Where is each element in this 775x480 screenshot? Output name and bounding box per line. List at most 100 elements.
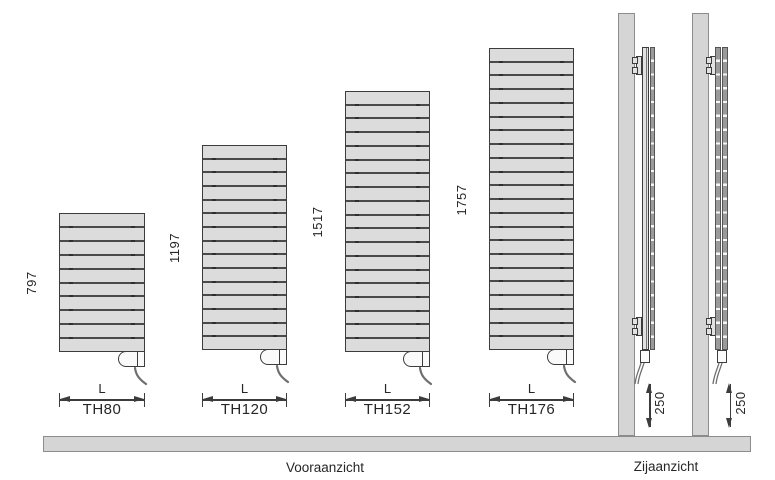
radiator-slat [346, 199, 429, 214]
radiator-slat [346, 268, 429, 283]
radiator-front-th152: 1517 [310, 91, 433, 386]
power-cable [133, 366, 148, 386]
dimension-line [490, 396, 573, 402]
radiator-front-th120: 1197 [167, 145, 290, 384]
radiator-slat [203, 335, 286, 350]
radiator-slats [490, 49, 573, 350]
radiator-slat [490, 253, 573, 267]
radiator-slat [346, 144, 429, 159]
radiator-slat [60, 309, 144, 324]
radiator-slat [490, 184, 573, 199]
radiator-slat [346, 241, 429, 255]
radiator-slat [203, 280, 286, 295]
height-dimension-label: 1757 [454, 184, 469, 216]
radiator-slat [203, 253, 286, 268]
extension-line [144, 393, 145, 407]
radiator-slat [346, 296, 429, 310]
radiator-slat [490, 143, 573, 157]
radiator-slat [203, 321, 286, 336]
model-label: TH80 [82, 401, 122, 418]
clearance-dimension-arrow [727, 383, 732, 428]
radiator-slat [203, 171, 286, 186]
radiator-slat [490, 170, 573, 185]
dimension-line [60, 396, 144, 402]
radiator-slat [203, 185, 286, 199]
radiator-slat [490, 88, 573, 102]
radiator-slats [203, 146, 286, 350]
heating-element-side [640, 350, 650, 363]
radiator-slat [60, 225, 144, 240]
radiator-side-panel [642, 47, 649, 350]
radiator-slat [346, 254, 429, 269]
radiator-slat [203, 226, 286, 240]
radiator-slat [203, 198, 286, 213]
height-dimension-label: 1517 [310, 206, 325, 238]
model-label: TH176 [507, 401, 556, 418]
radiator-slat [490, 280, 573, 295]
heating-element [260, 349, 287, 365]
front-view-caption: Vooraanzicht [285, 460, 365, 475]
radiator-slat [346, 92, 429, 104]
radiator-side-fins [650, 47, 655, 350]
width-label: L [527, 381, 536, 396]
extension-line [489, 393, 490, 407]
power-cable-side [634, 362, 645, 385]
radiator-front-th80: 797 [24, 213, 148, 386]
radiator-slat [203, 146, 286, 158]
radiator-slat [346, 131, 429, 145]
radiator-front-th176: 1757 [454, 48, 577, 384]
radiator-slat [60, 239, 144, 254]
radiator-slat [346, 117, 429, 132]
radiator-slat [203, 239, 286, 254]
power-cable [418, 366, 433, 386]
radiator-slats [60, 214, 144, 352]
width-label: L [98, 381, 106, 396]
heating-element [118, 351, 145, 367]
model-label: TH152 [363, 401, 412, 418]
power-cable-side [712, 362, 723, 385]
radiator-side-panel-front [715, 47, 721, 350]
power-cable [562, 364, 577, 384]
radiator-slat [490, 49, 573, 61]
radiator-slat [490, 129, 573, 144]
radiator-slat [203, 212, 286, 227]
width-dimension-th176: L TH176 [489, 381, 574, 418]
radiator-slat [346, 186, 429, 200]
dimension-line [346, 396, 429, 402]
model-label: TH120 [220, 401, 269, 418]
radiator-slat [490, 60, 573, 75]
radiator-slat [490, 307, 573, 322]
radiator-slat [203, 294, 286, 309]
mounting-bracket-bottom [632, 317, 642, 336]
radiator-slat [346, 172, 429, 187]
heating-element-side [717, 350, 727, 363]
mounting-bracket-top [632, 56, 642, 75]
height-dimension-label: 797 [24, 271, 39, 295]
extension-line [286, 393, 287, 407]
power-cable [275, 364, 290, 384]
radiator-slat [60, 337, 144, 352]
radiator-slat [346, 337, 429, 351]
extension-line [345, 393, 346, 407]
radiator-slat [490, 266, 573, 281]
radiator-slat [203, 308, 286, 322]
radiator-slat [490, 335, 573, 350]
radiator-slat [203, 267, 286, 281]
radiator-slat [346, 227, 429, 242]
radiator-slat [60, 295, 144, 310]
radiator-slat [346, 213, 429, 228]
width-dimension-th120: L TH120 [202, 381, 287, 418]
radiator-slat [490, 294, 573, 308]
radiator-slat [346, 309, 429, 324]
wall-section [618, 13, 635, 436]
width-dimension-th152: L TH152 [345, 381, 430, 418]
radiator-slat [60, 323, 144, 338]
extension-line [573, 393, 574, 407]
radiator-side-panel-rear [722, 47, 728, 350]
side-view-caption: Zijaanzicht [633, 459, 699, 474]
radiator-slat [346, 282, 429, 297]
radiator-slat [60, 214, 144, 226]
floor-clearance-label: 250 [652, 391, 667, 415]
height-dimension-label: 1197 [167, 233, 182, 263]
